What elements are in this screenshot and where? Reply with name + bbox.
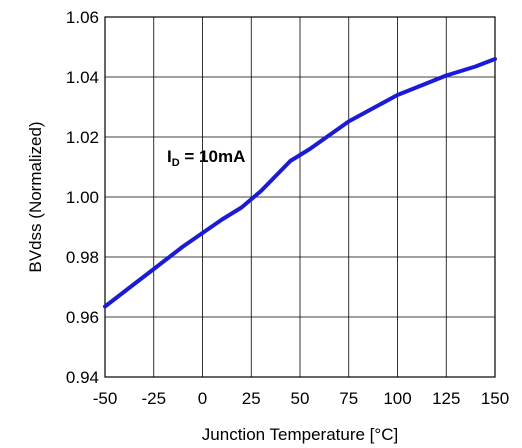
x-axis-label: Junction Temperature [°C] xyxy=(202,425,398,444)
plot-frame xyxy=(104,16,496,378)
y-tick-label: 1.06 xyxy=(66,8,99,27)
annotation-label: ID = 10mA xyxy=(167,147,245,169)
x-tick-label: 0 xyxy=(198,389,207,408)
y-tick-label: 0.98 xyxy=(66,248,99,267)
grid-lines xyxy=(104,16,496,378)
y-axis-label: BVdss (Normalized) xyxy=(26,121,45,272)
x-tick-labels: -50 -25 0 25 50 75 100 125 150 xyxy=(93,389,509,408)
series-line xyxy=(103,57,497,309)
x-tick-label: 25 xyxy=(242,389,261,408)
x-tick-label: 125 xyxy=(432,389,460,408)
y-tick-label: 0.96 xyxy=(66,308,99,327)
x-tick-label: -50 xyxy=(93,389,118,408)
x-tick-label: 75 xyxy=(339,389,358,408)
x-tick-label: 150 xyxy=(481,389,509,408)
y-tick-label: 1.02 xyxy=(66,128,99,147)
y-tick-label: 1.04 xyxy=(66,68,99,87)
x-tick-label: -25 xyxy=(141,389,166,408)
y-tick-labels: 0.94 0.96 0.98 1.00 1.02 1.04 1.06 xyxy=(66,8,99,387)
y-tick-label: 1.00 xyxy=(66,188,99,207)
x-tick-label: 50 xyxy=(291,389,310,408)
y-tick-label: 0.94 xyxy=(66,368,99,387)
series-layer xyxy=(103,57,497,309)
x-tick-label: 100 xyxy=(383,389,411,408)
